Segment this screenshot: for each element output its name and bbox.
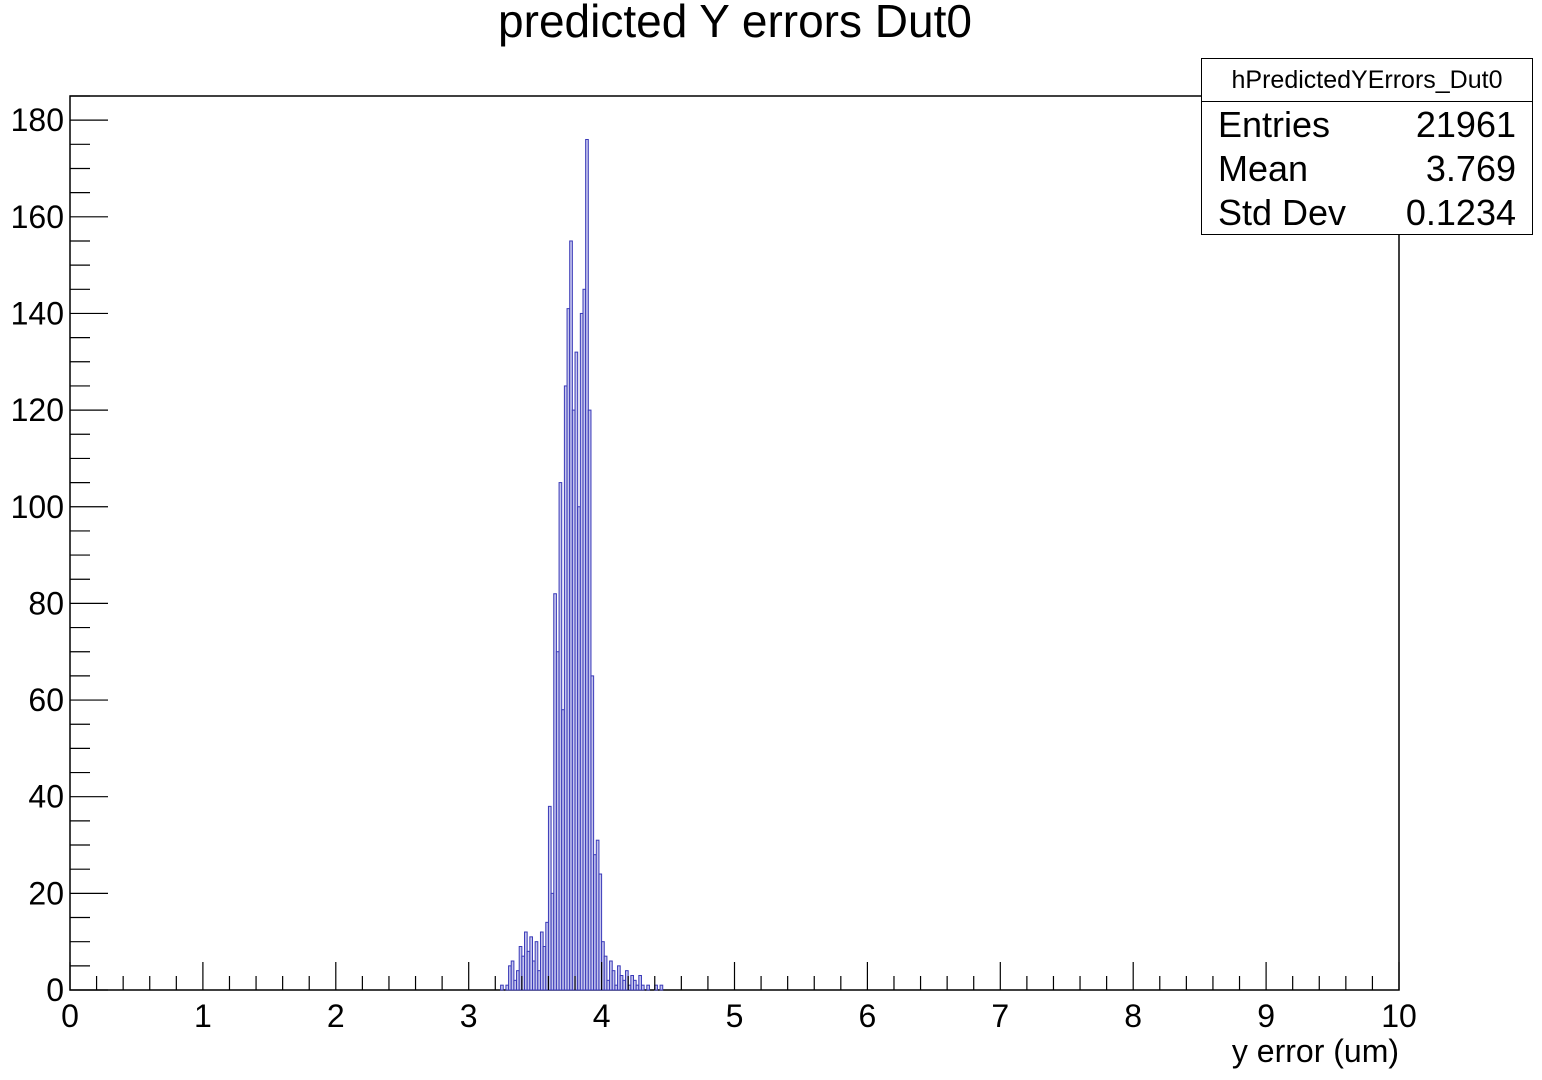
y-tick-label-4: 80 xyxy=(28,585,64,621)
x-tick-label-1: 1 xyxy=(194,998,212,1034)
x-tick-label-4: 4 xyxy=(593,998,611,1034)
histogram-bin-37 xyxy=(598,873,603,991)
mean-value: 3.769 xyxy=(1425,148,1516,189)
x-tick-label-6: 6 xyxy=(859,998,877,1034)
y-tick-label-7: 140 xyxy=(11,295,64,331)
y-tick-label-8: 160 xyxy=(11,199,64,235)
entries-value: 21961 xyxy=(1415,104,1516,145)
y-tick-label-1: 20 xyxy=(28,875,64,911)
histogram-bin-54 xyxy=(646,984,650,991)
x-tick-label-2: 2 xyxy=(327,998,345,1034)
histogram-bin-0 xyxy=(500,984,504,991)
x-tick-label-8: 8 xyxy=(1124,998,1142,1034)
x-tick-label-7: 7 xyxy=(991,998,1009,1034)
y-tick-label-3: 60 xyxy=(28,682,64,718)
y-tick-label-9: 180 xyxy=(11,102,64,138)
y-tick-label-0: 0 xyxy=(46,972,64,1008)
stats-box: hPredictedYErrors_Dut0 Entries 21961 Mea… xyxy=(1201,58,1533,235)
histogram-bin-34 xyxy=(590,675,595,991)
stddev-label: Std Dev xyxy=(1218,192,1347,233)
chart-title: predicted Y errors Dut0 xyxy=(498,0,972,47)
entries-label: Entries xyxy=(1218,104,1331,145)
histogram-bin-13 xyxy=(534,941,539,991)
x-tick-label-3: 3 xyxy=(460,998,478,1034)
x-tick-label-10: 10 xyxy=(1381,998,1417,1034)
stats-row-mean: Mean 3.769 xyxy=(1202,146,1532,190)
y-tick-label-2: 40 xyxy=(28,779,64,815)
x-tick-label-0: 0 xyxy=(61,998,79,1034)
x-tick-label-5: 5 xyxy=(726,998,744,1034)
histogram-bin-52 xyxy=(638,975,642,991)
stats-row-entries: Entries 21961 xyxy=(1202,102,1532,146)
mean-label: Mean xyxy=(1218,148,1309,189)
histogram-bin-56 xyxy=(659,984,664,991)
histogram-bin-53 xyxy=(640,984,645,991)
y-tick-label-6: 120 xyxy=(11,392,64,428)
x-tick-label-9: 9 xyxy=(1257,998,1275,1034)
stats-histogram-name: hPredictedYErrors_Dut0 xyxy=(1202,59,1532,102)
y-tick-label-5: 100 xyxy=(11,489,64,525)
histogram-bin-42 xyxy=(611,970,616,991)
plot-frame xyxy=(69,95,1400,991)
stddev-value: 0.1234 xyxy=(1405,192,1516,233)
stats-row-stddev: Std Dev 0.1234 xyxy=(1202,190,1532,234)
histogram-bin-39 xyxy=(603,955,608,991)
histogram-bin-4 xyxy=(510,960,515,991)
x-axis-label: y error (um) xyxy=(1232,1033,1399,1069)
